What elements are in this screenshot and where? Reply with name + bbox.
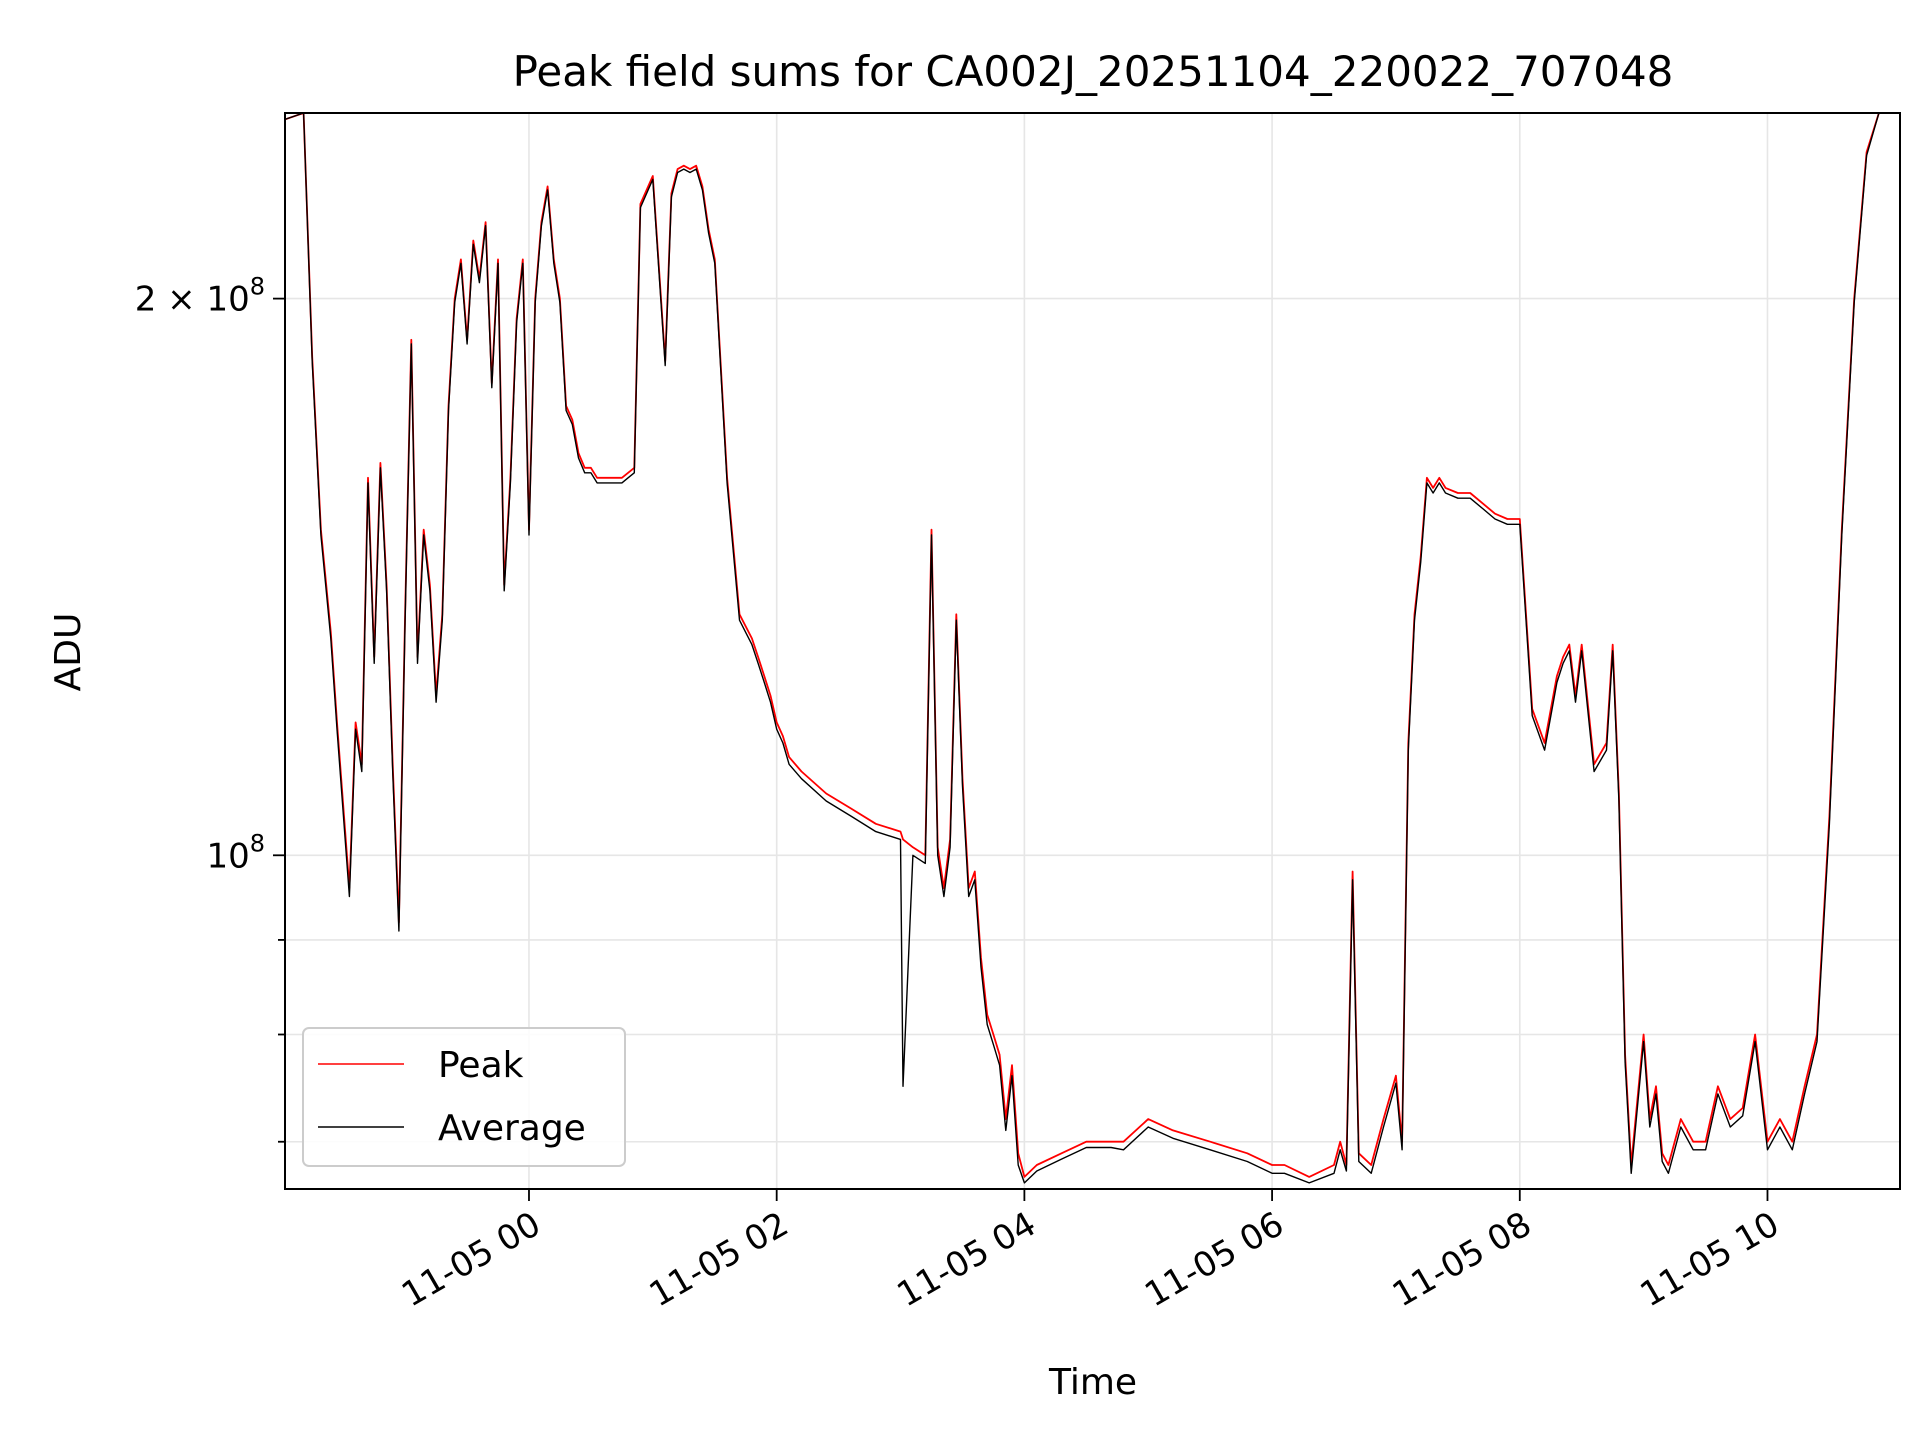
chart-title: Peak field sums for CA002J_20251104_2200… (513, 47, 1674, 96)
series-line-average (285, 113, 1900, 1184)
legend-box (302, 1027, 626, 1167)
y-tick-label-1: 2 × 108 (135, 273, 265, 320)
legend-label-average: Average (438, 1108, 586, 1149)
x-axis-label: Time (1048, 1362, 1137, 1403)
y-axis: 108 2 × 108 (135, 273, 285, 1143)
y-axis-label: ADU (48, 613, 89, 692)
legend: Peak Average (302, 1027, 626, 1167)
y-tick-label-0: 108 (206, 829, 265, 876)
legend-label-peak: Peak (438, 1045, 524, 1086)
plot-frame (284, 112, 1901, 1190)
series-layer (285, 113, 1900, 1184)
